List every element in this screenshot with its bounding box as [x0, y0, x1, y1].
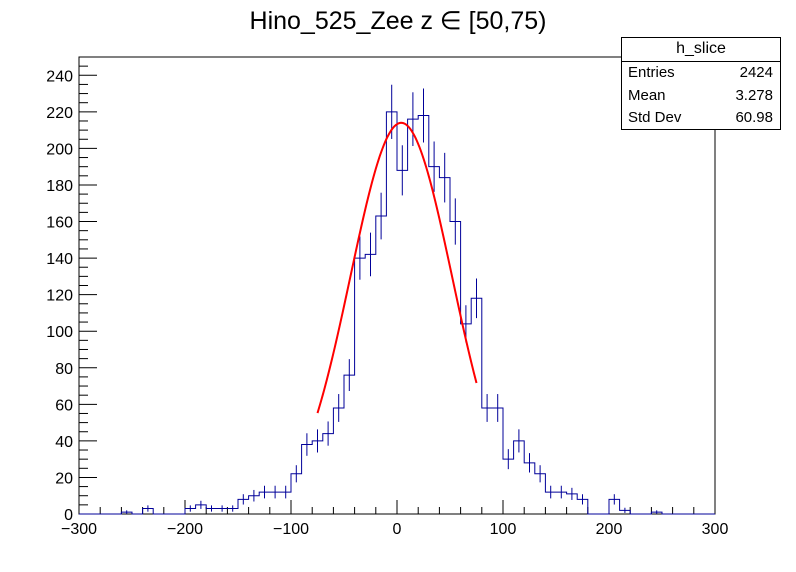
- y-tick-label: 220: [46, 105, 73, 122]
- histogram-outline: [79, 111, 715, 515]
- histogram-bin: [344, 375, 355, 514]
- stats-mean-value: 3.278: [735, 86, 773, 104]
- stats-box-title: h_slice: [622, 38, 780, 62]
- y-tick-label: 100: [46, 324, 73, 341]
- stats-entries-row: Entries 2424: [622, 62, 780, 85]
- gaussian-fit-curve: [316, 121, 478, 414]
- histogram-bin: [355, 258, 366, 514]
- y-tick-label: 20: [55, 470, 73, 487]
- stats-box: h_slice Entries 2424 Mean 3.278 Std Dev …: [621, 37, 781, 130]
- x-tick-label: −300: [61, 521, 97, 538]
- histogram-bin: [450, 222, 461, 514]
- y-tick-label: 140: [46, 251, 73, 268]
- histogram-bin: [492, 408, 503, 514]
- x-tick-label: −200: [167, 521, 203, 538]
- y-tick-label: 60: [55, 397, 73, 414]
- histogram-bin: [365, 254, 376, 514]
- histogram-bin: [418, 115, 429, 514]
- x-tick-label: 100: [490, 521, 517, 538]
- x-tick-label: 200: [596, 521, 623, 538]
- histogram-bin: [397, 170, 408, 514]
- y-tick-label: 160: [46, 215, 73, 232]
- histogram-bin: [333, 408, 344, 514]
- x-tick-label: 0: [393, 521, 402, 538]
- stats-mean-row: Mean 3.278: [622, 85, 780, 108]
- stats-entries-label: Entries: [628, 64, 675, 81]
- histogram-bin: [386, 112, 397, 514]
- stats-stddev-row: Std Dev 60.98: [622, 107, 780, 130]
- y-tick-label: 240: [46, 68, 73, 85]
- stats-stddev-label: Std Dev: [628, 109, 682, 127]
- y-tick-label: 40: [55, 434, 73, 451]
- stats-entries-value: 2424: [739, 64, 773, 81]
- y-tick-label: 0: [64, 507, 73, 524]
- stats-stddev-value: 60.98: [735, 109, 773, 127]
- histogram-bin: [482, 408, 493, 514]
- stats-mean-label: Mean: [628, 86, 666, 104]
- histogram-bin: [471, 298, 482, 514]
- y-tick-label: 120: [46, 288, 73, 305]
- x-tick-label: 300: [702, 521, 729, 538]
- y-tick-label: 180: [46, 178, 73, 195]
- chart-title: Hino_525_Zee z ∈ [50,75): [249, 7, 547, 35]
- y-tick-label: 80: [55, 361, 73, 378]
- histogram-bin: [429, 167, 440, 514]
- histogram-bin: [408, 119, 419, 514]
- y-tick-label: 200: [46, 141, 73, 158]
- x-tick-label: −100: [273, 521, 309, 538]
- histogram-bin: [376, 216, 387, 514]
